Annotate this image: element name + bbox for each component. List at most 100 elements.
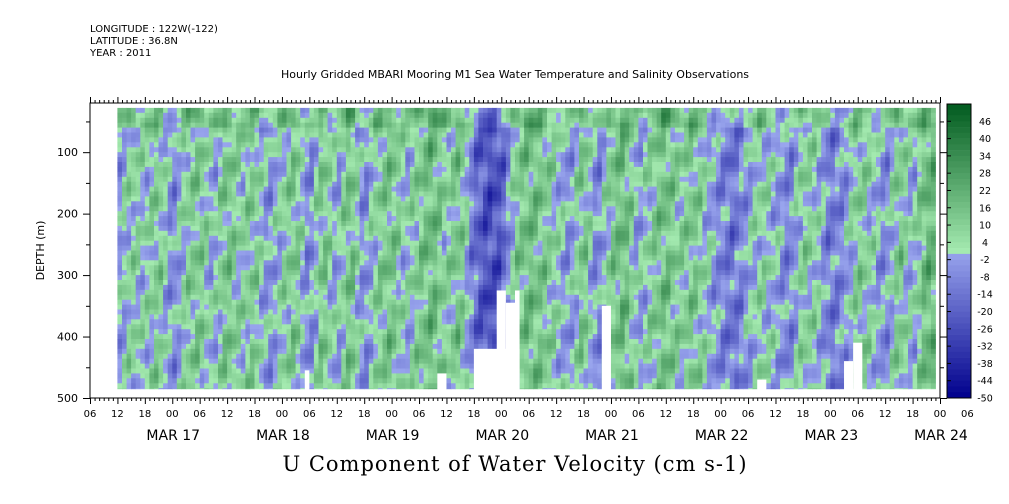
- heatmap-cell: [167, 245, 173, 251]
- heatmap-cell: [117, 319, 123, 325]
- heatmap-cell: [355, 112, 361, 119]
- heatmap-cell: [496, 284, 502, 291]
- heatmap-cell: [263, 339, 269, 345]
- heatmap-cell: [231, 343, 237, 350]
- heatmap-cell: [405, 221, 411, 227]
- heatmap-cell: [181, 275, 187, 281]
- heatmap-cell: [144, 225, 150, 232]
- heatmap-cell: [414, 339, 420, 345]
- heatmap-cell: [355, 191, 361, 197]
- heatmap-cell: [345, 294, 351, 301]
- heatmap-cell: [437, 211, 443, 217]
- heatmap-cell: [419, 260, 424, 266]
- heatmap-cell: [172, 186, 178, 192]
- heatmap-cell: [355, 221, 361, 227]
- heatmap-cell: [382, 383, 388, 389]
- heatmap-cell: [428, 196, 434, 202]
- heatmap-cell: [254, 112, 260, 119]
- heatmap-cell: [451, 265, 456, 271]
- heatmap-cell: [332, 284, 338, 291]
- heatmap-cell: [204, 127, 210, 133]
- heatmap-cell: [405, 388, 411, 390]
- heatmap-cell: [140, 235, 146, 242]
- heatmap-cell: [281, 324, 287, 330]
- heatmap-cell: [505, 270, 511, 276]
- heatmap-cell: [144, 334, 150, 340]
- heatmap-cell: [240, 171, 246, 178]
- heatmap-cell: [208, 230, 214, 237]
- heatmap-cell: [359, 235, 365, 242]
- heatmap-cell: [117, 373, 123, 379]
- heatmap-cell: [304, 181, 310, 187]
- heatmap-cell: [227, 201, 233, 207]
- heatmap-cell: [341, 240, 347, 246]
- heatmap-cell: [126, 122, 132, 128]
- heatmap-cell: [172, 152, 178, 158]
- heatmap-cell: [460, 388, 466, 390]
- heatmap-cell: [254, 324, 260, 330]
- heatmap-cell: [295, 260, 301, 266]
- heatmap-cell: [218, 176, 223, 183]
- heatmap-cell: [492, 265, 498, 271]
- heatmap-cell: [199, 368, 205, 374]
- heatmap-cell: [496, 265, 502, 271]
- heatmap-cell: [409, 107, 415, 114]
- heatmap-cell: [281, 334, 287, 340]
- heatmap-cell: [295, 343, 301, 350]
- heatmap-cell: [405, 275, 411, 281]
- heatmap-cell: [249, 255, 255, 261]
- heatmap-cell: [391, 294, 397, 301]
- heatmap-cell: [455, 181, 461, 187]
- heatmap-cell: [473, 112, 479, 119]
- heatmap-cell: [272, 230, 278, 237]
- heatmap-cell: [327, 299, 333, 305]
- heatmap-cell: [469, 368, 475, 374]
- heatmap-cell: [400, 245, 406, 251]
- heatmap-cell: [135, 181, 141, 187]
- heatmap-cell: [249, 107, 255, 114]
- heatmap-cell: [304, 314, 310, 320]
- heatmap-cell: [254, 137, 260, 143]
- heatmap-cell: [222, 162, 228, 168]
- heatmap-cell: [240, 162, 246, 168]
- heatmap-cell: [195, 137, 201, 143]
- heatmap-cell: [181, 309, 187, 315]
- heatmap-cell: [126, 265, 132, 271]
- heatmap-cell: [117, 196, 123, 202]
- heatmap-cell: [432, 112, 438, 119]
- heatmap-cell: [359, 127, 365, 133]
- heatmap-cell: [199, 112, 205, 119]
- heatmap-cell: [208, 191, 214, 197]
- heatmap-cell: [336, 191, 342, 197]
- heatmap-cell: [172, 147, 178, 153]
- heatmap-cell: [131, 211, 137, 217]
- heatmap-cell: [204, 176, 210, 183]
- heatmap-cell: [204, 289, 210, 296]
- heatmap-cell: [227, 122, 233, 128]
- heatmap-cell: [313, 157, 319, 163]
- heatmap-cell: [204, 191, 210, 197]
- heatmap-cell: [400, 230, 406, 237]
- heatmap-cell: [254, 176, 260, 183]
- heatmap-cell: [149, 225, 155, 232]
- heatmap-cell: [505, 211, 511, 217]
- heatmap-cell: [218, 299, 223, 305]
- heatmap-cell: [487, 162, 493, 168]
- heatmap-cell: [373, 181, 379, 187]
- heatmap-cell: [327, 225, 333, 232]
- heatmap-cell: [345, 363, 351, 369]
- heatmap-cell: [414, 162, 420, 168]
- heatmap-cell: [332, 230, 338, 237]
- heatmap-cell: [455, 260, 461, 266]
- heatmap-cell: [208, 127, 214, 133]
- heatmap-cell: [277, 348, 283, 355]
- heatmap-cell: [327, 275, 333, 281]
- heatmap-cell: [373, 265, 379, 271]
- heatmap-cell: [240, 339, 246, 345]
- heatmap-cell: [355, 147, 361, 153]
- heatmap-cell: [437, 304, 443, 310]
- heatmap-cell: [464, 309, 470, 315]
- heatmap-cell: [373, 289, 379, 296]
- heatmap-cell: [387, 211, 392, 217]
- heatmap-cell: [368, 216, 374, 222]
